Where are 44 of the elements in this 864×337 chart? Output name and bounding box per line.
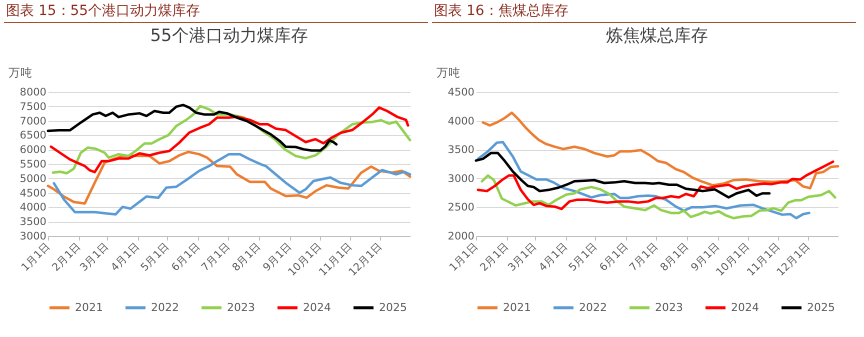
chart-subtitle: 55个港口动力煤库存 — [150, 26, 308, 46]
legend-label: 2022 — [579, 300, 607, 314]
line-series — [482, 111, 840, 190]
y-tick-label: 5000 — [20, 172, 46, 185]
y-tick-label: 7500 — [20, 100, 46, 113]
x-tick-label: 8月1日 — [658, 240, 692, 274]
line-series — [46, 104, 338, 152]
y-tick-label: 4000 — [20, 202, 46, 214]
y-tick-label: 4000 — [448, 115, 474, 128]
y-tick-label: 2000 — [448, 230, 474, 242]
legend-label: 2023 — [655, 300, 683, 314]
y-tick-label: 6500 — [20, 130, 46, 142]
y-tick-label: 4500 — [448, 86, 474, 98]
y-tick-label: 2500 — [448, 202, 474, 214]
line-series — [474, 152, 771, 199]
chart-title: 图表 15：55个港口动力煤库存 — [4, 0, 428, 23]
legend-label: 2021 — [75, 300, 103, 314]
line-series — [476, 160, 834, 210]
line-series — [480, 174, 836, 220]
y-tick-label: 6000 — [20, 144, 46, 156]
chart-subtitle: 炼焦煤总库存 — [606, 26, 708, 46]
legend-label: 2025 — [379, 300, 407, 314]
y-tick-label: 3500 — [448, 144, 474, 156]
x-tick-label: 1月1日 — [447, 240, 481, 274]
legend-label: 2024 — [303, 300, 331, 314]
y-tick-label: 3000 — [448, 172, 474, 185]
x-tick-label: 8月1日 — [230, 240, 264, 274]
y-axis-title: 万吨 — [8, 66, 32, 80]
y-tick-label: 4500 — [20, 187, 46, 200]
line-series — [476, 140, 810, 220]
chart-title: 图表 16：焦煤总库存 — [432, 0, 856, 23]
legend-label: 2023 — [227, 300, 255, 314]
y-tick-label: 3000 — [20, 230, 46, 242]
legend-label: 2021 — [503, 300, 531, 314]
line-series — [52, 152, 412, 216]
legend-label: 2022 — [151, 300, 179, 314]
y-axis-title: 万吨 — [436, 66, 460, 80]
y-tick-label: 7000 — [20, 115, 46, 128]
legend-label: 2025 — [807, 300, 835, 314]
x-tick-label: 1月1日 — [19, 240, 53, 274]
legend-label: 2024 — [731, 300, 759, 314]
y-tick-label: 3500 — [20, 216, 46, 228]
y-tick-label: 5500 — [20, 158, 46, 170]
y-tick-label: 8000 — [20, 86, 46, 98]
